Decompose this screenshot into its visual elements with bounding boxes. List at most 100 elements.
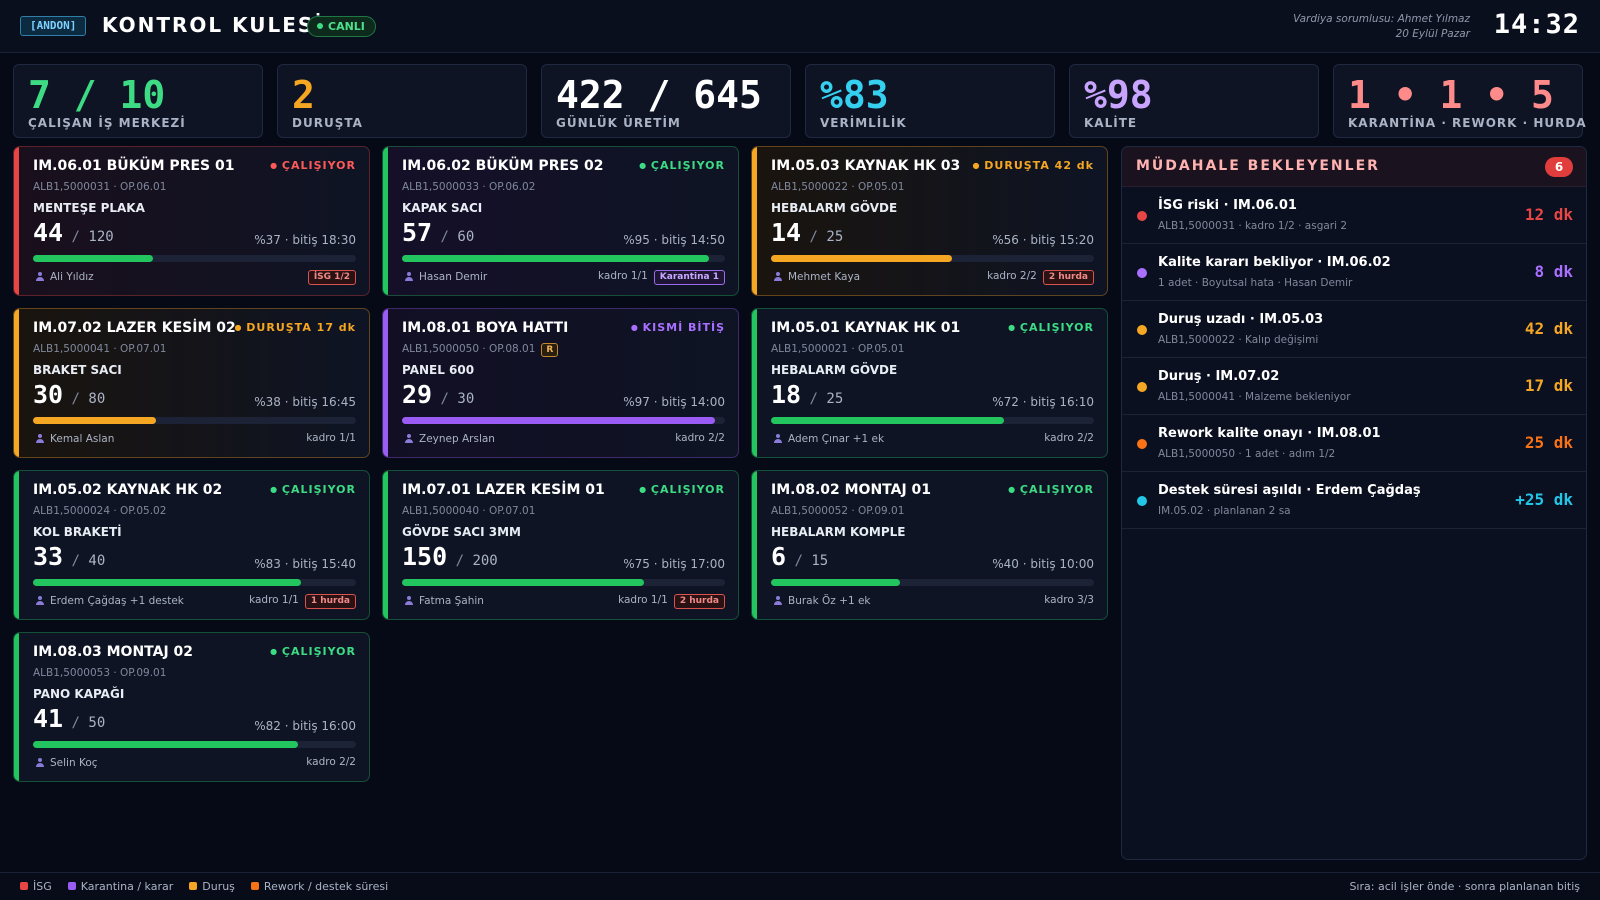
intervention-detail: 1 adet · Boyutsal hata · Hasan Demir [1158, 277, 1353, 289]
status-dot-icon: ● [270, 485, 282, 494]
card-product: HEBALARM GÖVDE [771, 201, 898, 215]
status-dot-icon: ● [270, 161, 282, 170]
card-operator: Fatma Şahin [405, 595, 484, 607]
kpi-value: %83 [820, 73, 889, 117]
alert-dot-icon [1137, 325, 1147, 335]
page-title: KONTROL KULESİ [102, 13, 324, 37]
work-center-card[interactable]: IM.08.02 MONTAJ 01 ● ÇALIŞIYOR ALB1,500005… [751, 470, 1108, 620]
card-title: IM.08.02 MONTAJ 01 [771, 482, 932, 498]
card-status: ● ÇALIŞIYOR [1008, 321, 1094, 334]
card-done-count: 57 [402, 218, 433, 247]
card-quantity: 57 / 60 [402, 218, 474, 247]
card-badge: 2 hurda [1042, 270, 1094, 285]
card-operator-name: Zeynep Arslan [419, 433, 495, 445]
intervention-item[interactable]: Duruş uzadı · IM.05.03 ALB1,5000022 · Kal… [1122, 301, 1586, 358]
status-dot-icon: ● [234, 323, 247, 332]
legend-label: Karantina / karar [80, 880, 174, 893]
person-icon [774, 434, 782, 443]
card-meta: kadro 2/2 [306, 756, 356, 768]
card-meta: kadro 3/3 [1044, 594, 1094, 606]
card-order-code: ALB1,5000040 · OP.07.01 [402, 505, 535, 517]
card-accent-stripe [752, 147, 757, 295]
card-operator-name: Adem Çınar +1 ek [788, 433, 885, 445]
status-dot-icon: ● [639, 161, 651, 170]
work-center-card[interactable]: IM.08.01 BOYA HATTI ● KISMİ BİTİŞ ALB1,500… [382, 308, 739, 458]
intervention-title: İSG riski · IM.06.01 [1158, 198, 1297, 213]
card-order-code-text: ALB1,5000050 · OP.08.01 [402, 343, 536, 355]
work-center-card[interactable]: IM.06.01 BÜKÜM PRES 01 ● ÇALIŞIYOR ALB1,50… [13, 146, 370, 296]
alert-dot-icon [1137, 268, 1147, 278]
alert-dot-icon [1137, 439, 1147, 449]
intervention-title: Duruş uzadı · IM.05.03 [1158, 312, 1324, 327]
kpi-value: 7 / 10 [28, 73, 166, 117]
status-dot-icon: ● [630, 323, 643, 332]
intervention-elapsed: +25 dk [1515, 490, 1573, 509]
card-progress-track [402, 579, 725, 586]
card-done-count: 44 [33, 218, 64, 247]
card-staff: kadro 2/2 [1044, 432, 1094, 444]
kpi-card: 422 / 645 GÜNLÜK ÜRETİM [541, 64, 791, 138]
kpi-value: 1 • 1 • 5 [1348, 73, 1554, 117]
card-accent-stripe [383, 309, 388, 457]
card-planned-count: 200 [472, 553, 498, 569]
card-product: KOL BRAKETİ [33, 525, 122, 539]
kpi-card: 7 / 10 ÇALIŞAN İŞ MERKEZİ [13, 64, 263, 138]
person-icon [36, 272, 44, 281]
card-product: MENTEŞE PLAKA [33, 201, 145, 215]
card-operator: Zeynep Arslan [405, 433, 495, 445]
card-title: IM.05.01 KAYNAK HK 01 [771, 320, 961, 336]
card-progress-track [771, 579, 1094, 586]
card-operator-name: Mehmet Kaya [788, 271, 861, 283]
work-center-card[interactable]: IM.07.02 LAZER KESİM 02 ● DURUŞTA 17 dk AL… [13, 308, 370, 458]
card-title: IM.05.03 KAYNAK HK 03 [771, 158, 961, 174]
card-quantity: 30 / 80 [33, 380, 105, 409]
card-done-count: 33 [33, 542, 64, 571]
work-center-card[interactable]: IM.05.03 KAYNAK HK 03 ● DURUŞTA 42 dk ALB1… [751, 146, 1108, 296]
card-order-code: ALB1,5000021 · OP.05.01 [771, 343, 904, 355]
card-title: IM.08.01 BOYA HATTI [402, 320, 569, 336]
kpi-card: %98 KALİTE [1069, 64, 1319, 138]
card-order-code-text: ALB1,5000031 · OP.06.01 [33, 181, 167, 193]
alert-dot-icon [1137, 382, 1147, 392]
work-center-card[interactable]: IM.05.02 KAYNAK HK 02 ● ÇALIŞIYOR ALB1,500… [13, 470, 370, 620]
card-efficiency: %75 · bitiş 17:00 [623, 557, 725, 571]
card-status: ● ÇALIŞIYOR [639, 483, 725, 496]
card-efficiency: %82 · bitiş 16:00 [254, 719, 356, 733]
card-planned-count: 50 [88, 715, 106, 731]
kpi-label: DURUŞTA [292, 116, 363, 130]
kpi-value: 422 / 645 [556, 73, 762, 117]
work-center-card[interactable]: IM.08.03 MONTAJ 02 ● ÇALIŞIYOR ALB1,500005… [13, 632, 370, 782]
card-operator: Kemal Aslan [36, 433, 114, 445]
card-status-label: DURUŞTA 42 dk [984, 159, 1094, 172]
intervention-item[interactable]: Rework kalite onayı · IM.08.01 ALB1,50000… [1122, 415, 1586, 472]
card-efficiency: %83 · bitiş 15:40 [254, 557, 356, 571]
work-center-card[interactable]: IM.07.01 LAZER KESİM 01 ● ÇALIŞIYOR ALB1,5… [382, 470, 739, 620]
card-progress-fill [771, 417, 1004, 424]
intervention-elapsed: 42 dk [1524, 319, 1573, 338]
kpi-label: KARANTİNA · REWORK · HURDA [1348, 116, 1587, 130]
legend-label: Duruş [202, 880, 235, 893]
legend-swatch-icon [20, 882, 28, 890]
intervention-item[interactable]: Destek süresi aşıldı · Erdem Çağdaş IM.05… [1122, 472, 1586, 529]
intervention-title: Kalite kararı bekliyor · IM.06.02 [1158, 255, 1391, 270]
intervention-item[interactable]: Kalite kararı bekliyor · IM.06.02 1 adet … [1122, 244, 1586, 301]
card-quantity-separator: / [447, 553, 473, 569]
card-status: ● ÇALIŞIYOR [639, 159, 725, 172]
card-status-label: DURUŞTA 17 dk [246, 321, 356, 334]
card-progress-track [33, 417, 356, 424]
intervention-item[interactable]: Duruş · IM.07.02 ALB1,5000041 · Malzeme b… [1122, 358, 1586, 415]
intervention-item[interactable]: İSG riski · IM.06.01 ALB1,5000031 · kadro… [1122, 187, 1586, 244]
card-meta: kadro 2/2 [675, 432, 725, 444]
card-quantity: 41 / 50 [33, 704, 105, 733]
card-status-label: ÇALIŞIYOR [281, 159, 356, 172]
intervention-detail: ALB1,5000041 · Malzeme bekleniyor [1158, 391, 1351, 403]
intervention-title: Destek süresi aşıldı · Erdem Çağdaş [1158, 483, 1421, 498]
card-product: PANEL 600 [402, 363, 475, 377]
card-operator: Hasan Demir [405, 271, 487, 283]
intervention-elapsed: 25 dk [1524, 433, 1573, 452]
card-quantity: 14 / 25 [771, 218, 843, 247]
card-quantity-separator: / [432, 391, 458, 407]
work-center-card[interactable]: IM.05.01 KAYNAK HK 01 ● ÇALIŞIYOR ALB1,500… [751, 308, 1108, 458]
work-center-card[interactable]: IM.06.02 BÜKÜM PRES 02 ● ÇALIŞIYOR ALB1,50… [382, 146, 739, 296]
card-order-code-text: ALB1,5000022 · OP.05.01 [771, 181, 905, 193]
